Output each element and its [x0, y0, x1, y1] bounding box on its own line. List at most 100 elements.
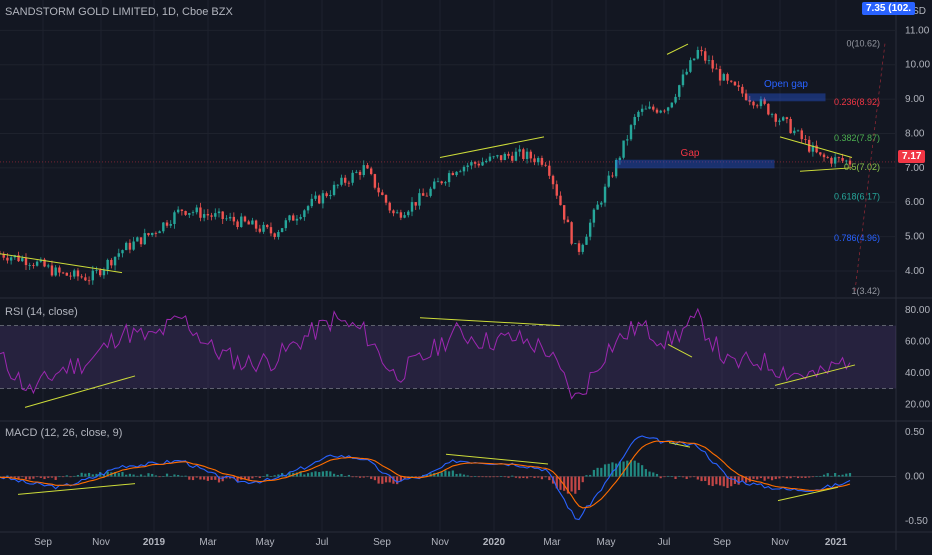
- trend-line: [439, 136, 545, 158]
- macd-histogram-bar: [65, 475, 68, 477]
- macd-histogram-bar: [76, 474, 80, 477]
- macd-histogram-bar: [173, 474, 176, 477]
- rsi-trend-line: [774, 364, 856, 386]
- candle-body: [562, 205, 566, 220]
- candle-body: [28, 265, 31, 266]
- candle-body: [243, 216, 247, 222]
- macd-histogram-bar: [396, 476, 399, 485]
- macd-histogram-bar: [266, 474, 269, 477]
- candle-body: [17, 255, 20, 262]
- macd-histogram-bar: [477, 476, 480, 478]
- macd-histogram-bar: [511, 475, 514, 477]
- time-axis-label: 2021: [825, 537, 848, 548]
- time-axis-label: Mar: [199, 537, 217, 548]
- candle-body: [507, 153, 510, 156]
- macd-trend-line: [668, 442, 691, 448]
- macd-histogram-bar: [585, 475, 588, 477]
- macd-histogram-bar: [644, 469, 647, 477]
- candle-body: [440, 181, 443, 184]
- macd-histogram-bar: [147, 473, 150, 477]
- price-tick-label: 9.00: [905, 94, 925, 105]
- macd-trend-line: [445, 453, 549, 465]
- rsi-tick-label: 60.00: [905, 336, 930, 347]
- macd-histogram-bar: [685, 476, 688, 480]
- candle-body: [655, 109, 659, 113]
- candle-body: [815, 145, 818, 153]
- macd-histogram-bar: [295, 472, 299, 477]
- candle-body: [117, 253, 120, 257]
- macd-histogram-bar: [132, 474, 135, 477]
- candle-body: [481, 162, 484, 166]
- macd-histogram-bar: [804, 476, 807, 478]
- macd-histogram-bar: [158, 476, 161, 478]
- candle-body: [796, 130, 800, 132]
- candle-body: [421, 193, 425, 196]
- macd-histogram-bar: [737, 476, 740, 485]
- candle-body: [106, 259, 109, 270]
- axes: Sep Nov 2019 Mar May Jul Sep Nov 2020 Mar May Jul Se…: [34, 25, 930, 548]
- macd-histogram-bar: [689, 476, 692, 478]
- macd-tick-label: -0.50: [905, 516, 928, 527]
- macd-histogram-bar: [50, 476, 54, 478]
- time-axis-label: Mar: [543, 537, 561, 548]
- macd-pane[interactable]: [0, 435, 896, 521]
- candle-body: [707, 60, 711, 61]
- macd-histogram-bar: [117, 472, 120, 477]
- macd-histogram-bar: [262, 476, 265, 477]
- macd-histogram-bar: [58, 476, 61, 478]
- price-tick-label: 6.00: [905, 197, 925, 208]
- candle-body: [321, 193, 325, 204]
- macd-histogram-bar: [730, 476, 733, 487]
- macd-histogram-bar: [700, 476, 703, 482]
- candle-body: [266, 224, 269, 228]
- macd-histogram-bar: [325, 470, 328, 477]
- macd-histogram-bar: [715, 476, 718, 485]
- macd-histogram-bar: [91, 474, 94, 477]
- macd-histogram-bar: [318, 472, 321, 477]
- price-pane[interactable]: Open gap Gap 0(10.62) 0.236(8.92) 0.382(7.87…: [0, 38, 896, 296]
- macd-histogram-bar: [577, 476, 581, 491]
- fib-level-label: 0.5(7.02): [844, 162, 880, 172]
- price-tick-label: 10.00: [905, 60, 930, 71]
- macd-histogram-bar: [388, 476, 391, 483]
- macd-histogram-bar: [373, 476, 376, 481]
- candle-body: [180, 209, 184, 211]
- macd-histogram-bar: [796, 476, 800, 479]
- macd-histogram-bar: [366, 476, 369, 478]
- macd-histogram-bar: [273, 475, 276, 477]
- candle-body: [752, 101, 755, 106]
- rsi-line: [0, 307, 851, 400]
- candle-body: [592, 209, 596, 223]
- macd-histogram-bar: [503, 476, 506, 478]
- rsi-pane[interactable]: [0, 307, 896, 408]
- macd-histogram-bar: [381, 476, 384, 484]
- candle-body: [819, 152, 822, 155]
- candle-body: [845, 160, 848, 162]
- macd-histogram-bar: [470, 476, 473, 478]
- macd-histogram-bar: [351, 476, 354, 478]
- macd-histogram-bar: [169, 476, 172, 478]
- time-axis-label: Sep: [713, 537, 731, 548]
- candle-body: [588, 222, 592, 237]
- macd-histogram-bar: [21, 476, 24, 478]
- macd-histogram-bar: [344, 476, 347, 477]
- candle-body: [247, 221, 250, 225]
- candle-body: [767, 103, 770, 115]
- candle-body: [228, 216, 232, 219]
- macd-histogram-bar: [210, 476, 213, 480]
- candle-body: [774, 114, 777, 122]
- macd-histogram-bar: [696, 476, 699, 480]
- candle-body: [6, 257, 9, 261]
- candle-body: [407, 211, 410, 216]
- candle-body: [744, 93, 748, 101]
- macd-histogram-bar: [199, 476, 202, 480]
- price-tick-label: 7.00: [905, 163, 925, 174]
- macd-histogram-bar: [819, 476, 822, 478]
- macd-histogram-bar: [693, 476, 696, 478]
- candle-body: [674, 96, 677, 103]
- candle-body: [425, 195, 429, 197]
- macd-histogram-bar: [711, 476, 714, 487]
- candle-body: [288, 215, 291, 221]
